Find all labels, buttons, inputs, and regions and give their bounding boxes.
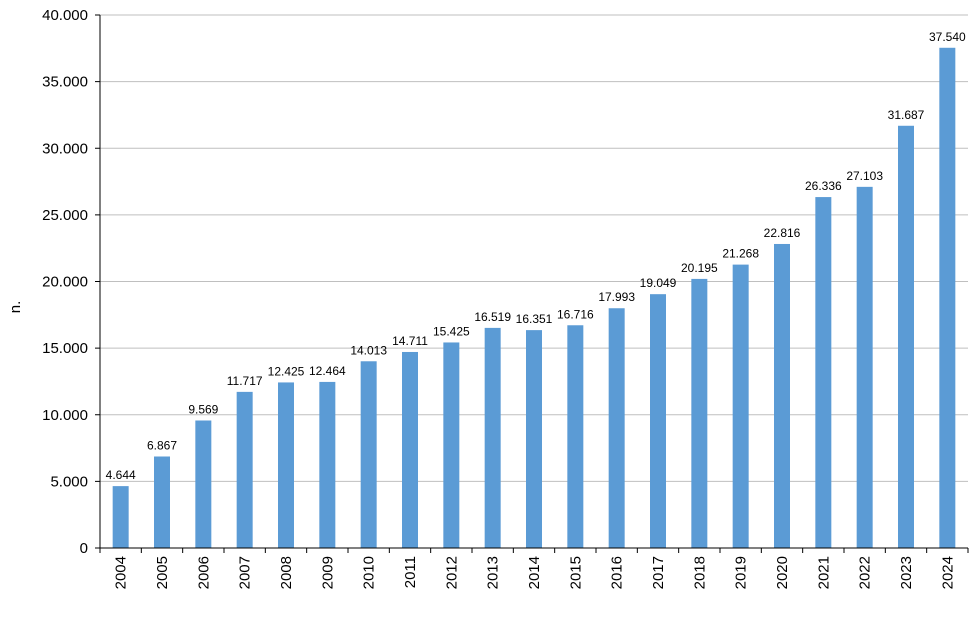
x-tick-label: 2017 xyxy=(650,556,667,589)
data-label: 16.351 xyxy=(516,312,553,326)
y-tick-label: 25.000 xyxy=(42,207,88,224)
bar xyxy=(774,243,790,548)
y-tick-label: 35.000 xyxy=(42,74,88,91)
data-label: 16.519 xyxy=(474,310,511,324)
y-tick-label: 20.000 xyxy=(42,274,88,291)
bar xyxy=(939,47,956,548)
data-label: 17.993 xyxy=(598,290,635,304)
data-label: 37.540 xyxy=(929,30,966,44)
bar xyxy=(236,391,253,548)
x-tick-label: 2012 xyxy=(443,556,460,589)
y-tick-labels: 0 5.000 10.000 15.000 20.000 25.000 30.000 35.0… xyxy=(42,7,88,557)
bar xyxy=(567,325,584,548)
bar xyxy=(319,381,336,548)
data-label: 21.268 xyxy=(722,247,759,261)
bar xyxy=(278,382,294,548)
x-tick-label: 2007 xyxy=(237,556,254,589)
data-label: 19.049 xyxy=(640,276,677,290)
bar xyxy=(815,197,832,548)
bar xyxy=(898,125,914,548)
data-label: 11.717 xyxy=(227,374,263,388)
x-tick-label: 2006 xyxy=(195,556,212,589)
y-tick-label: 10.000 xyxy=(42,407,88,424)
x-tick-label: 2004 xyxy=(113,556,130,589)
x-tick-label: 2013 xyxy=(485,556,502,589)
x-tick-label: 2011 xyxy=(402,556,419,588)
data-label: 6.867 xyxy=(147,438,177,452)
x-tick-label: 2020 xyxy=(774,556,791,589)
data-label: 9.569 xyxy=(188,402,218,416)
data-label: 20.195 xyxy=(681,261,718,275)
bar xyxy=(650,294,666,548)
data-label: 27.103 xyxy=(846,169,883,183)
data-label: 16.716 xyxy=(557,307,594,321)
x-tick-label: 2023 xyxy=(898,556,915,589)
y-axis-title: n. xyxy=(7,301,24,314)
x-tick-label: 2015 xyxy=(567,556,584,589)
bar xyxy=(608,308,625,548)
bar xyxy=(691,278,708,548)
bars xyxy=(112,47,956,548)
x-tick-label: 2010 xyxy=(361,556,378,589)
x-tick-label: 2005 xyxy=(154,556,171,589)
data-label: 12.425 xyxy=(268,364,305,378)
data-label: 4.644 xyxy=(106,468,136,482)
bar xyxy=(360,361,377,548)
x-tick-label: 2008 xyxy=(278,556,295,589)
x-tick-label: 2016 xyxy=(609,556,626,589)
bar xyxy=(112,486,129,548)
data-label: 31.687 xyxy=(888,108,925,122)
data-label: 12.464 xyxy=(309,364,346,378)
x-tick-label: 2019 xyxy=(733,556,750,589)
y-tick-label: 5.000 xyxy=(50,473,88,490)
x-tick-label: 2022 xyxy=(857,556,874,589)
bar xyxy=(856,186,873,548)
x-tick-label: 2024 xyxy=(939,556,956,589)
bar xyxy=(526,330,542,548)
axes xyxy=(95,14,969,553)
y-tick-label: 30.000 xyxy=(42,140,88,157)
data-label: 14.711 xyxy=(392,334,428,348)
data-label: 14.013 xyxy=(350,343,387,357)
x-tick-label: 2014 xyxy=(526,556,543,589)
x-tick-label: 2009 xyxy=(319,556,336,589)
y-tick-label: 40.000 xyxy=(42,7,88,24)
bar xyxy=(732,264,749,548)
x-tick-label: 2021 xyxy=(815,556,832,589)
data-label: 22.816 xyxy=(764,226,801,240)
bar xyxy=(195,420,212,548)
bar xyxy=(484,327,501,548)
x-tick-label: 2018 xyxy=(691,556,708,589)
bar xyxy=(402,351,418,548)
y-tick-label: 15.000 xyxy=(42,340,88,357)
bar xyxy=(154,456,170,548)
data-label: 15.425 xyxy=(433,324,470,338)
bar xyxy=(443,342,460,548)
data-labels: 4.644 6.867 9.569 11.717 12.425 12.464 14.013 1… xyxy=(106,30,966,482)
x-tick-labels: 2004 2005 2006 2007 2008 2009 2010 2011 2012 2013… xyxy=(113,556,957,589)
y-tick-label: 0 xyxy=(80,540,88,557)
data-label: 26.336 xyxy=(805,179,842,193)
